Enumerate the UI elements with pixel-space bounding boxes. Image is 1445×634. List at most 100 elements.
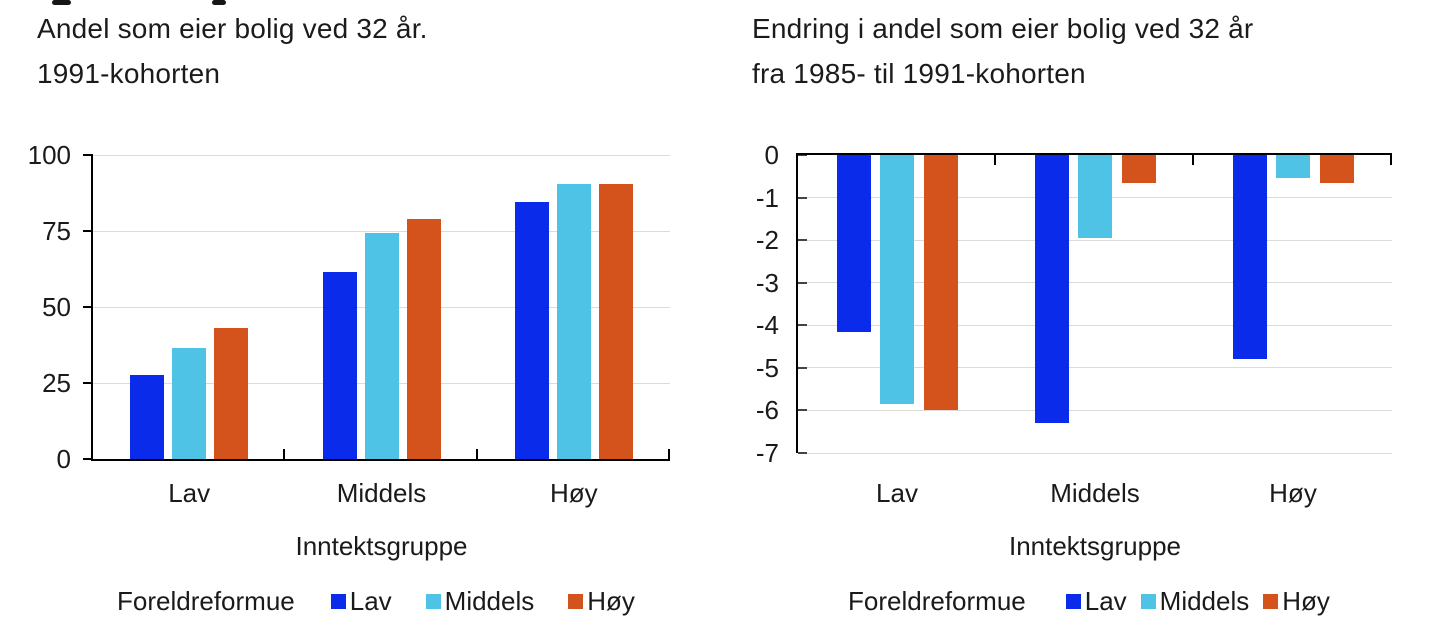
x-category-label: Lav	[876, 478, 918, 508]
gridline	[798, 324, 1392, 326]
y-axis-line	[796, 155, 798, 453]
legend-swatch-lav	[1065, 593, 1081, 609]
legend-swatch-middels	[1140, 593, 1156, 609]
legend-label: Lav	[349, 585, 392, 616]
legend-item-lav: Lav	[330, 585, 392, 617]
y-axis-tick	[798, 452, 807, 454]
y-axis-label: -6	[755, 395, 779, 426]
x-axis-title: Inntektsgruppe	[295, 531, 468, 561]
legend-swatch-høy	[568, 593, 584, 609]
legend-swatch-høy	[1263, 593, 1279, 609]
bar-middels-lav	[880, 155, 914, 405]
left-chart-title: Andel som eier bolig ved 32 år. 1991-koh…	[37, 6, 428, 96]
legend-item-høy: Høy	[568, 586, 635, 617]
bar-middels-lav	[172, 348, 207, 459]
legend-title: Foreldreformue	[117, 585, 295, 616]
legend: Foreldreformue Lav Middels Høy	[848, 586, 1330, 616]
x-axis-tick	[994, 155, 996, 165]
legend-label: Høy	[587, 585, 635, 616]
legend-item-høy: Høy	[1263, 586, 1330, 617]
y-axis-label: 75	[42, 216, 71, 246]
y-axis-label: -3	[755, 267, 779, 298]
y-axis-label: -1	[755, 182, 779, 213]
bar-høy-lav	[923, 155, 958, 411]
x-axis-tick	[668, 449, 670, 459]
bar-høy-middels	[406, 218, 441, 459]
x-axis-line	[796, 153, 1392, 155]
x-category-label: Høy	[549, 478, 598, 508]
gridline	[93, 230, 670, 232]
gridline	[798, 282, 1392, 284]
legend-label: Middels	[444, 585, 535, 616]
bar-lav-høy	[1232, 155, 1267, 360]
y-axis-label: 25	[42, 368, 71, 398]
clipped-heading-fragment	[212, 0, 226, 5]
legend-label: Lav	[1084, 585, 1127, 616]
bar-høy-lav	[214, 328, 249, 459]
bar-lav-middels	[1034, 155, 1069, 424]
legend-swatch-lav	[330, 593, 346, 609]
legend-swatch-middels	[425, 593, 441, 609]
x-category-label: Høy	[1269, 478, 1317, 508]
y-axis-tick	[798, 239, 807, 242]
x-category-label: Middels	[1050, 478, 1140, 508]
y-axis-line	[91, 155, 93, 459]
bar-lav-høy	[514, 202, 549, 459]
right-chart-title-line-1: Endring i andel som eier bolig ved 32 år	[752, 13, 1254, 44]
bar-lav-lav	[836, 155, 871, 332]
legend-item-middels: Middels	[1140, 585, 1250, 617]
legend-item-lav: Lav	[1065, 585, 1127, 617]
left-chart-title-line-1: Andel som eier bolig ved 32 år.	[37, 13, 428, 44]
gridline	[798, 409, 1392, 411]
bar-middels-middels	[364, 232, 399, 459]
bar-middels-høy	[556, 183, 591, 459]
legend-label: Høy	[1282, 585, 1330, 616]
x-axis-line	[91, 459, 670, 461]
y-axis-label: -4	[755, 310, 779, 341]
x-axis-tick	[475, 449, 478, 459]
gridline	[93, 154, 670, 156]
legend: Foreldreformue Lav Middels Høy	[117, 586, 635, 616]
y-axis-tick	[83, 458, 93, 460]
bar-høy-middels	[1121, 155, 1156, 183]
bar-lav-lav	[130, 375, 165, 459]
bar-høy-høy	[598, 183, 633, 459]
y-axis-label: 0	[56, 444, 71, 474]
right-chart-title-line-2: fra 1985- til 1991-kohorten	[752, 58, 1086, 89]
y-axis-tick	[83, 306, 93, 308]
clipped-heading-fragment	[52, 0, 71, 5]
x-axis-tick	[1390, 155, 1392, 165]
left-chart-title-line-2: 1991-kohorten	[37, 58, 221, 89]
y-axis-tick	[798, 324, 807, 327]
legend-item-middels: Middels	[425, 585, 535, 617]
y-axis-tick	[798, 196, 807, 199]
x-category-label: Lav	[168, 478, 211, 508]
gridline	[798, 239, 1392, 241]
y-axis-tick	[83, 382, 93, 384]
y-axis-label: 100	[27, 140, 71, 170]
x-category-label: Middels	[336, 478, 427, 508]
y-axis-tick	[798, 409, 807, 412]
x-axis-tick	[1192, 155, 1194, 165]
y-axis-label: -5	[755, 352, 779, 383]
y-axis-tick	[83, 154, 93, 156]
y-axis-tick	[83, 230, 93, 232]
gridline	[798, 367, 1392, 369]
gridline	[798, 452, 1392, 454]
y-axis-label: -7	[755, 438, 779, 468]
right-chart-title: Endring i andel som eier bolig ved 32 år…	[752, 6, 1253, 96]
legend-label: Middels	[1159, 585, 1250, 616]
y-axis-label: 0	[764, 140, 779, 170]
bar-middels-høy	[1276, 155, 1310, 179]
y-axis-tick	[798, 154, 807, 156]
x-axis-tick	[283, 449, 286, 459]
x-axis-title: Inntektsgruppe	[1008, 531, 1181, 561]
y-axis-tick	[798, 366, 807, 369]
y-axis-label: -2	[755, 225, 779, 256]
bar-middels-middels	[1078, 155, 1112, 238]
legend-title: Foreldreformue	[848, 585, 1026, 616]
bar-høy-høy	[1319, 155, 1354, 183]
y-axis-label: 50	[42, 292, 71, 322]
bar-lav-middels	[322, 272, 357, 459]
